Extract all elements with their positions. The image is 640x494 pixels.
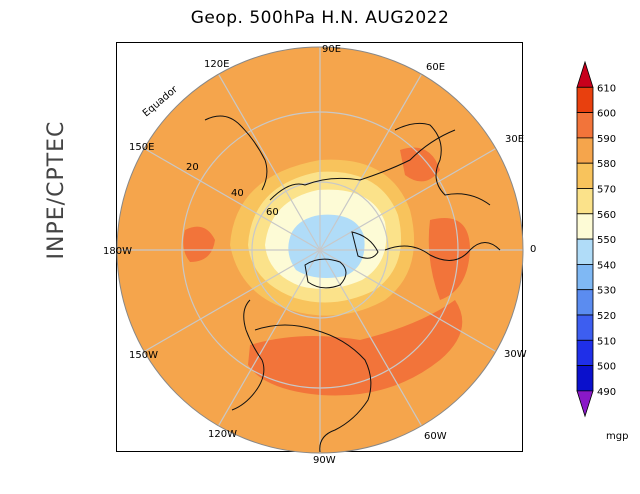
colorbar-swatch — [576, 188, 594, 215]
colorbar-level-label: 600 — [597, 109, 616, 120]
lon-label-90w: 90W — [313, 455, 336, 466]
lat-label-40: 40 — [231, 188, 244, 199]
longitude-line — [319, 73, 423, 251]
colorbar-unit: mgp — [606, 431, 628, 442]
colorbar-level-label: 520 — [597, 311, 616, 322]
colorbar-level-label: 530 — [597, 286, 616, 297]
longitude-line — [319, 249, 423, 427]
colorbar-level-label: 570 — [597, 185, 616, 196]
longitude-line — [143, 147, 321, 251]
coast-north-america — [254, 324, 372, 453]
graticule — [117, 47, 523, 453]
coast-europe — [384, 242, 501, 261]
field-590-band-europe — [428, 218, 470, 300]
colorbar-level-label: 500 — [597, 362, 616, 373]
coastlines — [204, 115, 501, 453]
field-590-band-pacific — [183, 226, 215, 262]
colorbar-swatch — [576, 314, 594, 341]
colorbar-swatch — [576, 162, 594, 189]
colorbar-swatch — [576, 339, 594, 366]
map-title: Geop. 500hPa H.N. AUG2022 — [190, 8, 450, 28]
colorbar-swatch — [576, 112, 594, 139]
longitude-line — [217, 249, 321, 427]
colorbar-swatch — [576, 213, 594, 240]
coast-asia — [269, 129, 456, 201]
longitude-line — [143, 249, 321, 353]
lon-label-150w: 150W — [129, 350, 158, 361]
colorbar-level-label: 540 — [597, 260, 616, 271]
coast-greenland — [304, 258, 347, 289]
longitude-labels: 90E 60E 30E 0 30W 60W 90W 120W 150W 180W… — [103, 44, 536, 466]
longitude-line — [217, 73, 321, 251]
lat-label-20: 20 — [186, 162, 199, 173]
colorbar-level-label: 560 — [597, 210, 616, 221]
lon-label-60e: 60E — [426, 62, 445, 73]
lon-label-30e: 30E — [505, 134, 524, 145]
longitude-line — [319, 249, 497, 353]
map-disk-outline — [116, 46, 524, 454]
coast-west-america — [231, 299, 265, 411]
colorbar-swatch — [576, 289, 594, 316]
colorbar-swatch — [576, 86, 594, 114]
colorbar-level-label: 510 — [597, 336, 616, 347]
colorbar: 610 600 590 580 570 560 550 540 530 520 510 500 490 — [576, 60, 616, 418]
field-590-band-america — [248, 300, 463, 396]
lat-label-60: 60 — [266, 207, 279, 218]
colorbar-top-arrow — [576, 60, 594, 88]
lon-label-150e: 150E — [129, 142, 154, 153]
lon-label-90e: 90E — [322, 44, 341, 55]
coast-scandinavia — [351, 231, 379, 259]
colorbar-level-label: 610 — [597, 83, 616, 94]
lon-label-180w: 180W — [103, 246, 132, 257]
lon-label-0: 0 — [530, 244, 536, 255]
colorbar-swatch — [576, 137, 594, 164]
colorbar-swatch — [576, 263, 594, 291]
colorbar-level-label: 590 — [597, 134, 616, 145]
colorbar-level-label: 550 — [597, 235, 616, 246]
coast-east-asia — [204, 115, 268, 191]
coast-india — [394, 122, 491, 206]
lon-label-120w: 120W — [208, 429, 237, 440]
colorbar-level-label: 490 — [597, 387, 616, 398]
longitude-line — [319, 147, 497, 251]
field-590-band-asia — [400, 147, 440, 182]
colorbar-swatch — [576, 365, 594, 392]
colorbar-bottom-arrow — [576, 390, 594, 418]
lon-label-60w: 60W — [424, 431, 447, 442]
lon-label-120e: 120E — [204, 59, 229, 70]
colorbar-level-label: 580 — [597, 159, 616, 170]
lon-label-30w: 30W — [504, 349, 527, 360]
colorbar-swatch — [576, 238, 594, 265]
